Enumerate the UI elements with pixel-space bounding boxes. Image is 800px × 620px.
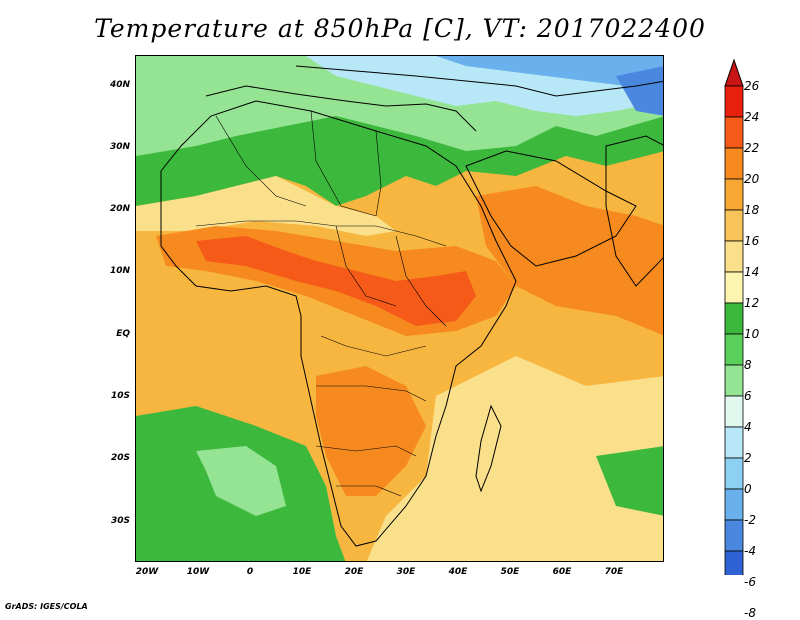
border-8	[316, 385, 427, 402]
lon-label: 60E	[552, 567, 572, 577]
colorbar-swatch	[724, 178, 744, 211]
colorbar-swatch	[724, 426, 744, 459]
lon-label: 50E	[500, 567, 520, 577]
colorbar-label: 24	[744, 110, 760, 124]
colorbar-label: 22	[744, 141, 760, 155]
field-east-blue	[616, 66, 663, 116]
colorbar-swatch	[724, 550, 744, 575]
colorbar-label: 8	[744, 358, 752, 372]
lat-label: EQ	[116, 329, 130, 339]
field-arabia-orange	[476, 186, 663, 336]
border-3	[375, 130, 382, 217]
border-9	[315, 445, 417, 457]
colorbar-label: 26	[744, 79, 760, 93]
colorbar-label: -4	[744, 544, 756, 558]
coastline-arabia	[465, 150, 637, 267]
map-plot-area	[135, 55, 664, 562]
lat-label: 30S	[110, 516, 130, 526]
colorbar-label: 4	[744, 420, 752, 434]
colorbar-label: 2	[744, 451, 752, 465]
field-south-lightgreen	[196, 446, 286, 516]
colorbar-swatch	[724, 85, 744, 118]
lon-label: 40E	[448, 567, 468, 577]
field-sahara-lightyellow	[136, 176, 396, 236]
field-sahel-red	[196, 236, 476, 326]
border-2	[310, 110, 377, 217]
border-5	[335, 225, 397, 307]
colorbar-swatch	[724, 302, 744, 335]
grads-credit: GrADS: IGES/COLA	[5, 602, 88, 611]
lat-label: 40N	[109, 80, 130, 90]
lon-label: 20W	[135, 567, 159, 577]
colorbar-label: -6	[744, 575, 756, 589]
border-6	[395, 235, 447, 327]
colorbar-label: 10	[744, 327, 760, 341]
colorbar-label: 0	[744, 482, 752, 496]
colorbar-label: 12	[744, 296, 760, 310]
field-north-blue	[436, 56, 663, 86]
lat-label: 10S	[110, 391, 130, 401]
colorbar-swatch	[724, 147, 744, 180]
border-7	[320, 335, 427, 357]
colorbar-label: 14	[744, 265, 760, 279]
colorbar-label: -2	[744, 513, 756, 527]
lon-label: 30E	[396, 567, 416, 577]
colorbar-swatch	[724, 488, 744, 521]
colorbar-swatch	[724, 240, 744, 273]
lat-label: 20N	[109, 204, 130, 214]
lon-label: 20E	[344, 567, 364, 577]
colorbar-label: -8	[744, 606, 756, 620]
colorbar	[724, 58, 744, 575]
colorbar-top-arrow	[724, 58, 744, 87]
colorbar-label: 18	[744, 203, 760, 217]
coastline-europe	[295, 65, 663, 97]
map-field-svg	[136, 56, 663, 561]
colorbar-swatch	[724, 271, 744, 304]
chart-title: Temperature at 850hPa [C], VT: 201702240…	[94, 14, 706, 43]
coastline-africa	[160, 100, 517, 547]
lon-label: 70E	[604, 567, 624, 577]
colorbar-swatch	[724, 457, 744, 490]
colorbar-label: 20	[744, 172, 760, 186]
colorbar-swatch	[724, 333, 744, 366]
lat-label: 30N	[109, 142, 130, 152]
lon-label: 10E	[292, 567, 312, 577]
border-1	[215, 115, 307, 207]
colorbar-swatch	[724, 395, 744, 428]
coastline-madagascar	[475, 404, 502, 493]
colorbar-label: 6	[744, 389, 752, 403]
lat-label: 10N	[109, 266, 130, 276]
colorbar-swatch	[724, 116, 744, 149]
colorbar-swatch	[724, 209, 744, 242]
border-10	[336, 485, 402, 497]
coastline-mediterranean	[205, 85, 477, 132]
field-southeast-green	[596, 446, 663, 516]
colorbar-swatch	[724, 364, 744, 397]
lon-label: 0	[246, 567, 254, 577]
colorbar-swatch	[724, 519, 744, 552]
coastline-india	[605, 135, 663, 287]
field-indian-lightyellow	[366, 356, 663, 561]
lat-label: 20S	[110, 453, 130, 463]
lon-label: 10W	[186, 567, 210, 577]
colorbar-label: 16	[744, 234, 760, 248]
field-south-orange	[316, 366, 426, 496]
